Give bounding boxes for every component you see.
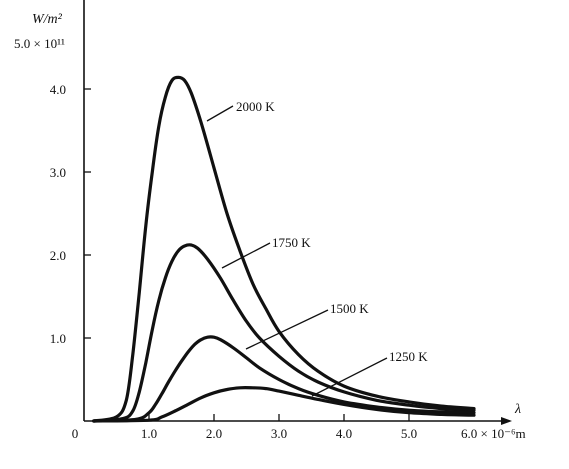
curve-label-1500k: 1500 K bbox=[330, 301, 369, 316]
y-tick-label: 3.0 bbox=[50, 165, 66, 180]
x-axis-label: λ bbox=[514, 402, 521, 417]
axis-ticks: 0 1.0 2.0 3.0 4.0 5.0 1.0 2.0 3.0 4.0 bbox=[50, 82, 417, 441]
x-tick-label: 1.0 bbox=[141, 426, 157, 441]
leader-line-1500k bbox=[245, 309, 329, 350]
series-1250k-curve bbox=[92, 386, 476, 423]
x-tick-label: 2.0 bbox=[206, 426, 222, 441]
y-axis-scale-label: 5.0 × 10¹¹ bbox=[14, 36, 65, 51]
label-leader-lines: 2000 K 1750 K 1500 K 1250 K bbox=[206, 99, 428, 397]
curve-label-1750k: 1750 K bbox=[272, 235, 311, 250]
y-tick-label: 4.0 bbox=[50, 82, 66, 97]
y-tick-label: 2.0 bbox=[50, 248, 66, 263]
curve-group bbox=[92, 75, 476, 423]
series-1750k-curve bbox=[92, 243, 476, 423]
x-tick-label: 4.0 bbox=[336, 426, 352, 441]
curve-label-1250k: 1250 K bbox=[389, 349, 428, 364]
leader-line-1750k bbox=[221, 242, 271, 269]
x-tick-label: 0 bbox=[72, 426, 79, 441]
x-axis-arrowhead bbox=[501, 417, 512, 425]
y-tick-label: 1.0 bbox=[50, 331, 66, 346]
leader-line-1250k bbox=[311, 357, 388, 397]
series-2000k-curve bbox=[92, 75, 476, 423]
x-tick-label: 5.0 bbox=[401, 426, 417, 441]
x-tick-label: 3.0 bbox=[271, 426, 287, 441]
y-axis-label: W/m² bbox=[32, 12, 63, 27]
x-axis-unit-label: 6.0 × 10⁻⁶m bbox=[461, 426, 526, 441]
series-1500k-curve bbox=[92, 335, 476, 423]
curve-label-2000k: 2000 K bbox=[236, 99, 275, 114]
leader-line-2000k bbox=[206, 105, 234, 122]
